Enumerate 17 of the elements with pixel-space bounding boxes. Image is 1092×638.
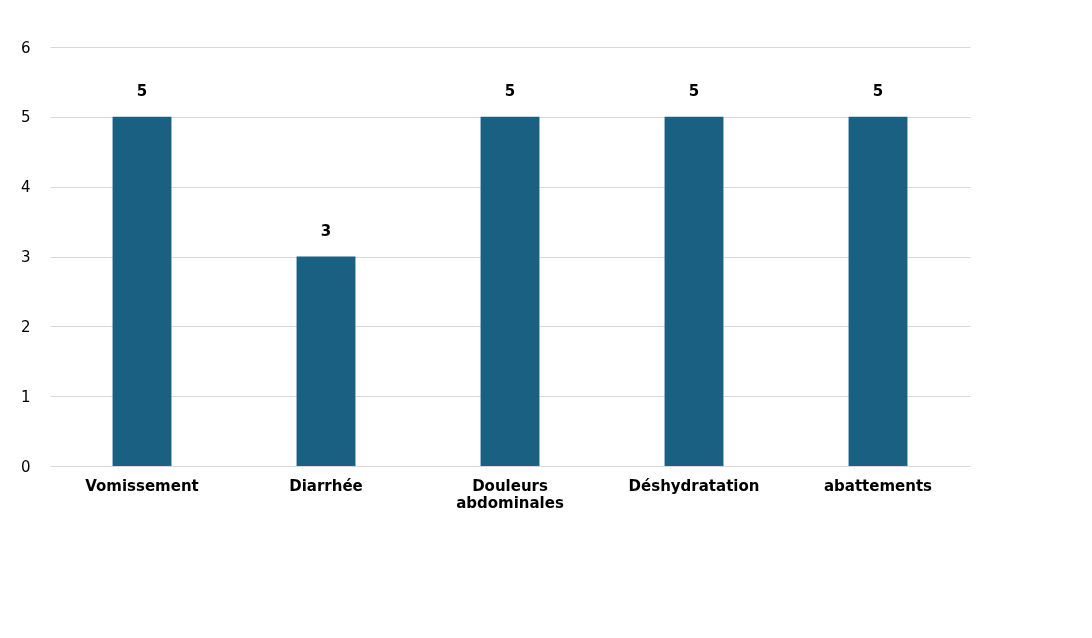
y-tick-label: 4 xyxy=(20,178,31,197)
x-tick-label: Diarrhée xyxy=(289,476,363,495)
y-tick-label: 2 xyxy=(20,317,31,336)
x-tick-label: Douleurs abdominales xyxy=(456,476,564,512)
y-tick-label: 5 xyxy=(20,108,31,127)
x-tick-label: abattements xyxy=(823,476,933,495)
data-label: 5 xyxy=(872,81,884,100)
y-tick-label: 0 xyxy=(20,457,31,476)
data-label: 5 xyxy=(688,81,700,100)
x-tick-label: Déshydratation xyxy=(628,476,760,495)
x-tick-label: Vomissement xyxy=(85,476,199,495)
y-tick-label: 3 xyxy=(20,248,31,266)
y-tick-label: 6 xyxy=(20,38,31,57)
data-label: 3 xyxy=(320,221,332,240)
data-label: 5 xyxy=(136,81,148,100)
data-label: 5 xyxy=(504,81,516,100)
y-tick-label: 1 xyxy=(20,387,31,406)
